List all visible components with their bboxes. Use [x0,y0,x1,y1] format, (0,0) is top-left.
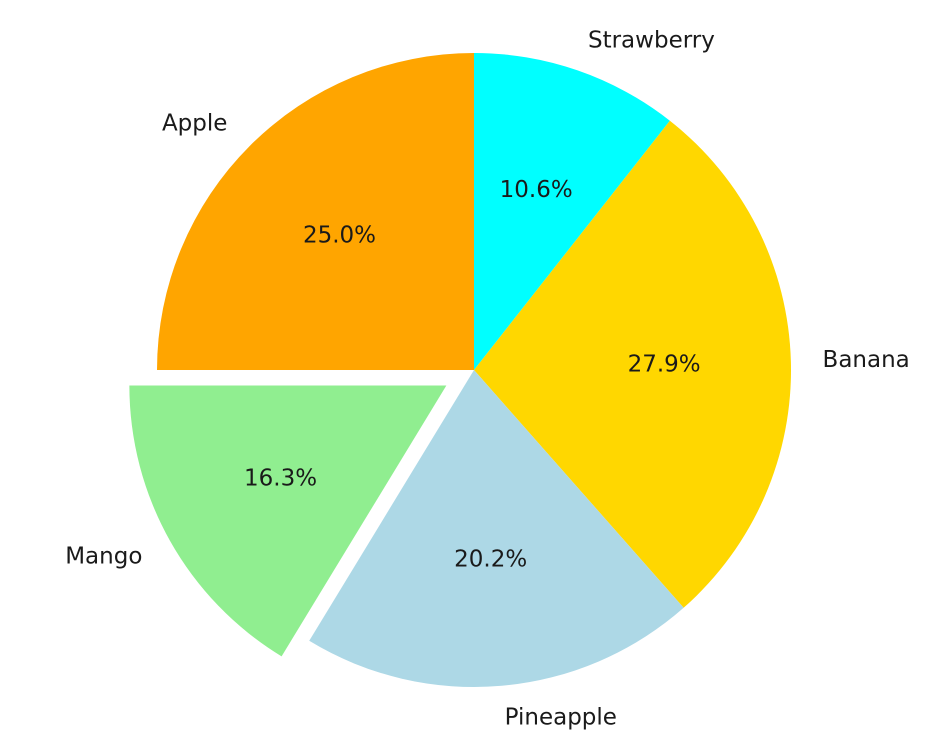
pie-labels: 10.6% Strawberry 27.9% Banana 20.2% Pineapple… [65,27,910,730]
pie-pct-label-banana: 27.9% [628,352,701,378]
pie-slice-mango [129,385,447,657]
pie-slice-apple [157,53,474,370]
pie-pct-label-pineapple: 20.2% [454,546,527,572]
pie-category-label-pineapple: Pineapple [505,704,617,730]
pie-pct-label-apple: 25.0% [303,223,376,249]
pie-slice-strawberry [474,53,670,370]
pie-category-label-strawberry: Strawberry [588,27,715,53]
pie-pct-label-strawberry: 10.6% [500,177,573,203]
pie-slice-pineapple [309,370,684,687]
pie-pct-label-mango: 16.3% [244,466,317,492]
pie-category-label-apple: Apple [162,110,227,136]
pie-category-label-mango: Mango [65,543,142,569]
pie-slices [129,53,791,687]
pie-category-label-banana: Banana [823,347,910,373]
pie-slice-banana [474,120,791,608]
